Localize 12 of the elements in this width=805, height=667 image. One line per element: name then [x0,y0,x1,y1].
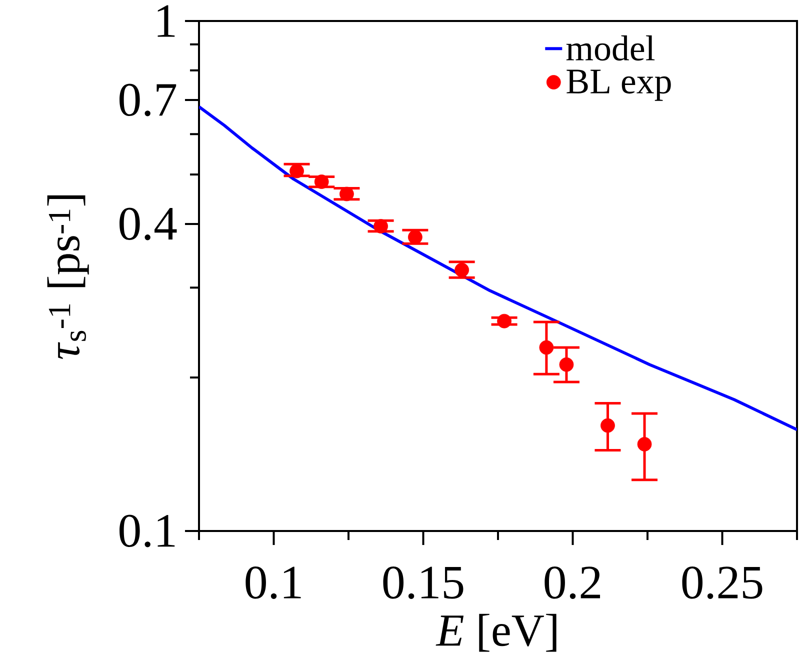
x-tick-label: 0.1 [246,566,301,599]
x-tick-label: 0.25 [682,566,762,599]
legend-label: BL exp [566,70,671,101]
y-tick-label: 1 [158,5,175,37]
y-tick-label: 0.4 [120,208,177,240]
x-axis-title: E [eV] [436,614,556,652]
y-tick-label: 0.7 [120,84,176,116]
y-tick-label: 0.1 [120,514,175,548]
legend-label: model [566,35,655,61]
y-axis-title: τ$_{s}$$^{-1}$ [ps$^{-1}$] [47,195,89,359]
x-tick-label: 0.2 [544,566,600,599]
x-tick-label: 0.15 [383,566,464,599]
